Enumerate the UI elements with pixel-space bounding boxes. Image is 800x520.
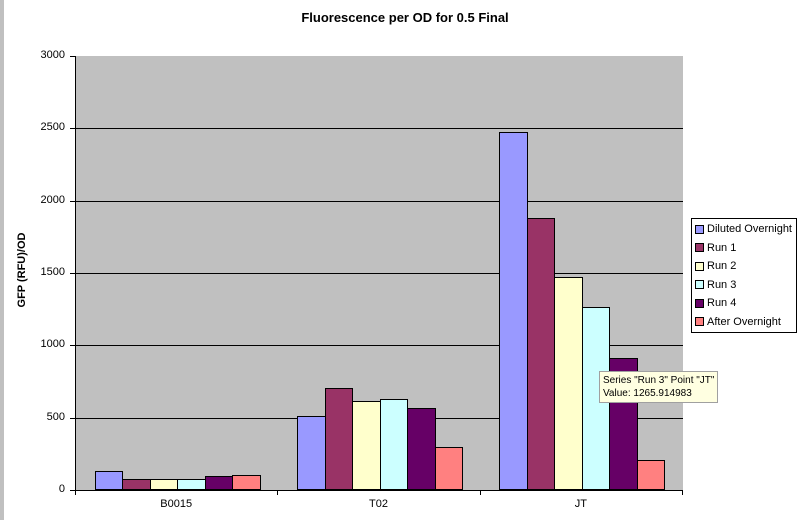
bar-t02-run-1[interactable] (324, 388, 353, 490)
gridline (76, 345, 683, 347)
bar-t02-run-2[interactable] (352, 401, 381, 490)
legend-swatch-icon (695, 317, 704, 327)
legend-label: Diluted Overnight (707, 223, 792, 236)
x-tick (75, 490, 76, 495)
legend-swatch-icon (695, 298, 704, 308)
x-category-label: JT (574, 498, 587, 510)
tooltip-value-line: Value: 1265.914983 (603, 388, 692, 399)
gridline (76, 200, 683, 202)
bar-t02-run-4[interactable] (407, 408, 436, 490)
bar-t02-run-3[interactable] (379, 398, 408, 490)
gridline (76, 273, 683, 274)
x-tick (479, 490, 481, 495)
legend-item-run-4[interactable]: Run 4 (695, 294, 796, 313)
window-edge (0, 0, 4, 520)
y-tick (70, 345, 75, 347)
bar-jt-after-overnight[interactable] (636, 459, 666, 490)
y-tick (70, 56, 75, 57)
legend-item-run-2[interactable]: Run 2 (695, 257, 796, 276)
y-tick (70, 200, 75, 202)
legend-label: Run 2 (707, 260, 737, 273)
plot-area[interactable] (75, 56, 683, 490)
y-tick-label: 1000 (40, 338, 65, 351)
y-tick (70, 128, 75, 130)
y-tick-label: 2000 (40, 193, 65, 206)
bar-jt-run-2[interactable] (554, 276, 583, 490)
x-category-label: T02 (369, 498, 388, 510)
chart-title: Fluorescence per OD for 0.5 Final (301, 10, 509, 25)
y-tick-label: 3000 (40, 49, 65, 61)
legend-label: Run 1 (707, 241, 737, 254)
x-axis (75, 490, 683, 491)
bar-b0015-run-3[interactable] (177, 479, 206, 490)
bar-b0015-run-1[interactable] (122, 479, 151, 490)
y-tick-label: 500 (46, 410, 65, 423)
x-tick (682, 490, 683, 495)
legend-item-run-1[interactable]: Run 1 (695, 239, 796, 258)
bar-b0015-after-overnight[interactable] (232, 474, 261, 490)
x-category-label: B0015 (160, 498, 193, 510)
y-tick-label: 0 (58, 483, 65, 495)
legend-swatch-icon (695, 280, 704, 290)
bar-b0015-run-4[interactable] (204, 476, 234, 490)
legend-item-run-3[interactable]: Run 3 (695, 276, 796, 295)
legend-item-after-overnight[interactable]: After Overnight (695, 313, 796, 332)
legend-label: After Overnight (707, 315, 781, 328)
legend-label: Run 3 (707, 278, 737, 291)
tooltip-series-line: Series "Run 3" Point "JT" (603, 375, 715, 386)
x-tick (277, 490, 279, 495)
y-tick (70, 490, 75, 491)
legend-swatch-icon (695, 261, 704, 271)
legend-label: Run 4 (707, 297, 737, 310)
legend-item-diluted-overnight[interactable]: Diluted Overnight (695, 220, 796, 239)
bar-jt-run-1[interactable] (526, 218, 556, 490)
y-tick-label: 1500 (40, 266, 65, 278)
gridline (76, 128, 683, 130)
y-tick-label: 2500 (40, 121, 65, 134)
bar-t02-diluted-overnight[interactable] (297, 416, 326, 490)
bar-b0015-run-2[interactable] (149, 479, 179, 490)
data-point-tooltip: Series "Run 3" Point "JT" Value: 1265.91… (599, 371, 719, 403)
y-tick (70, 273, 75, 274)
legend-swatch-icon (695, 224, 704, 234)
bar-jt-diluted-overnight[interactable] (499, 131, 528, 490)
bar-t02-after-overnight[interactable] (434, 446, 463, 490)
chart-legend[interactable]: Diluted Overnight Run 1 Run 2 Run 3 Run 4 Aft… (691, 218, 797, 333)
legend-swatch-icon (695, 243, 704, 253)
bar-b0015-diluted-overnight[interactable] (94, 471, 124, 490)
y-tick (70, 417, 75, 419)
